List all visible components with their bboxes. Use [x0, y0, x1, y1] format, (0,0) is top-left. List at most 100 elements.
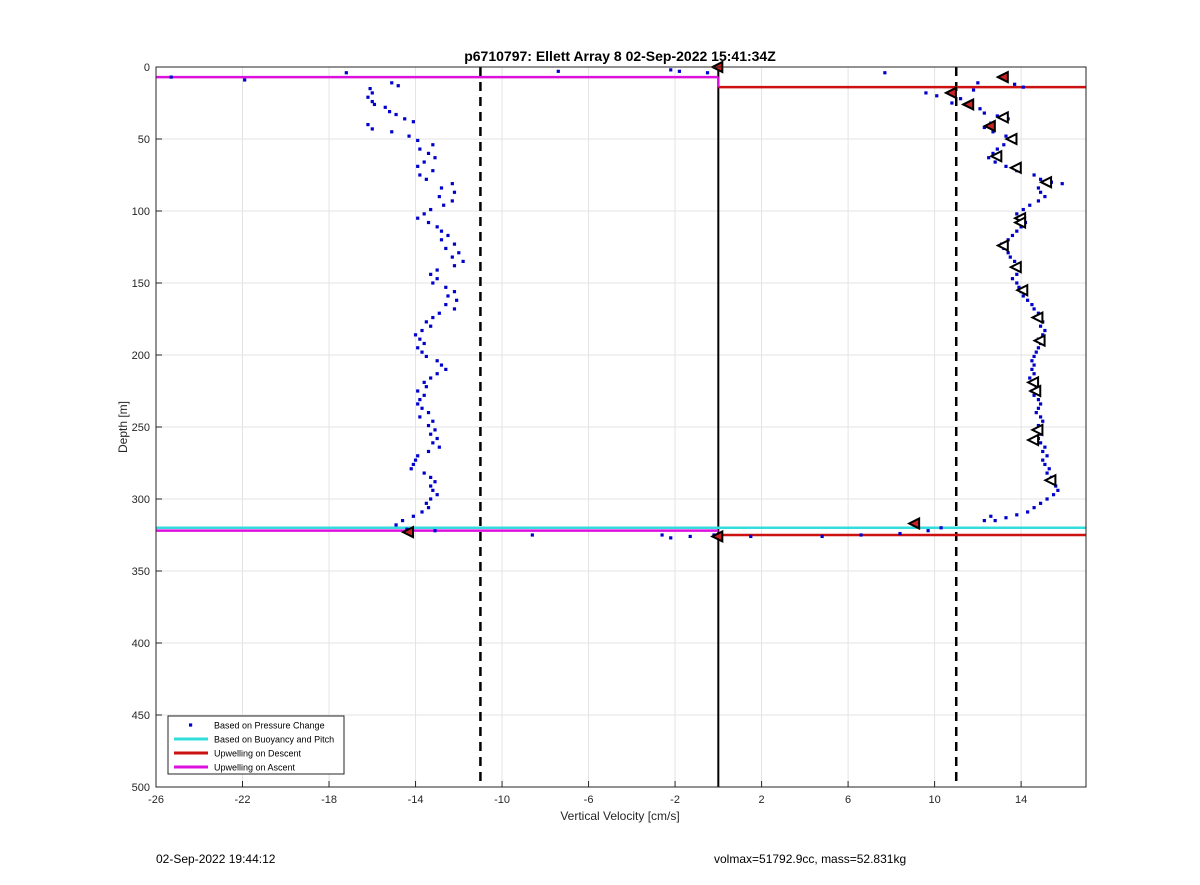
pressure-point [883, 71, 887, 75]
legend-entry: Based on Pressure Change [214, 721, 325, 731]
pressure-point [422, 160, 426, 164]
x-tick-label: -26 [148, 794, 164, 806]
pressure-point [420, 406, 424, 410]
pressure-point [1032, 173, 1036, 177]
open-triangle-marker [995, 110, 1009, 125]
pressure-point [1045, 454, 1049, 458]
pressure-point [243, 78, 247, 82]
pressure-point [372, 102, 377, 107]
open-triangle-marker [1015, 283, 1029, 297]
pressure-point [169, 75, 173, 79]
pressure-point [424, 320, 428, 324]
pressure-point [420, 350, 424, 354]
pressure-point [935, 94, 939, 98]
pressure-point [452, 290, 457, 294]
pressure-point [1056, 488, 1060, 492]
pressure-point [413, 458, 418, 462]
pressure-point [429, 324, 433, 328]
pressure-point [426, 411, 431, 415]
pressure-point [1043, 195, 1047, 199]
pressure-point [437, 195, 441, 199]
pressure-point [444, 246, 448, 251]
pressure-point [1043, 328, 1047, 333]
pressure-point [1043, 462, 1047, 467]
pressure-points [169, 68, 1064, 540]
pressure-point [1004, 164, 1008, 168]
pressure-point [989, 514, 993, 518]
pressure-point [446, 294, 450, 298]
open-triangle-marker [1030, 310, 1044, 325]
pressure-point [437, 311, 441, 315]
pressure-point [982, 519, 986, 523]
open-triangle-marker [1012, 215, 1027, 230]
grid-lines [155, 66, 1086, 788]
pressure-point [426, 151, 431, 155]
pressure-point [1013, 259, 1017, 263]
filled-triangle-marker [943, 86, 957, 100]
pressure-point [416, 402, 420, 406]
pressure-point [431, 315, 435, 320]
pressure-point [1038, 501, 1043, 505]
pressure-point [1010, 277, 1015, 281]
pressure-point [429, 432, 433, 436]
pressure-point [971, 88, 976, 92]
pressure-point [982, 111, 986, 115]
x-tick-label: -14 [408, 794, 424, 806]
pressure-point [387, 110, 392, 114]
filled-triangle-marker [982, 119, 996, 133]
open-triangle-marker [1008, 260, 1022, 274]
pressure-point [1032, 307, 1036, 311]
pressure-point [1021, 85, 1025, 89]
pressure-point [418, 173, 422, 177]
pressure-point [1036, 311, 1041, 315]
pressure-point [424, 354, 428, 359]
pressure-point [433, 529, 437, 533]
y-tick-label: 100 [132, 206, 150, 218]
pressure-point [366, 123, 370, 127]
pressure-point [444, 285, 448, 289]
pressure-point [1002, 143, 1006, 147]
y-tick-label: 500 [132, 782, 150, 794]
pressure-point [1017, 285, 1021, 289]
pressure-point [439, 186, 444, 190]
pressure-point [1036, 199, 1041, 203]
pressure-point [1028, 376, 1032, 380]
pressure-point [1051, 493, 1056, 497]
pressure-point [995, 114, 999, 118]
pressure-point [424, 385, 428, 389]
pressure-point [431, 441, 435, 445]
pressure-point [431, 169, 435, 173]
pressure-point [859, 533, 863, 537]
pressure-point [424, 501, 428, 505]
pressure-point [1038, 190, 1043, 194]
pressure-point [411, 120, 415, 124]
pressure-point [442, 203, 446, 207]
pressure-point [1010, 233, 1015, 238]
pressure-point [418, 415, 422, 419]
pressure-point [1030, 367, 1034, 371]
open-triangle-marker [995, 238, 1009, 253]
pressure-point [1041, 419, 1045, 423]
legend-entry: Upwelling on Descent [214, 749, 302, 759]
pressure-point [390, 81, 394, 85]
x-tick-label: -22 [235, 794, 251, 806]
y-tick-label: 50 [138, 134, 150, 146]
pressure-point [1038, 441, 1043, 445]
legend-entry: Upwelling on Ascent [214, 763, 296, 773]
pressure-point [433, 428, 437, 432]
y-tick-label: 300 [132, 494, 150, 506]
open-triangle-marker [1030, 423, 1044, 437]
pressure-point [1015, 229, 1019, 233]
x-tick-label: 6 [845, 794, 851, 806]
x-tick-label: 10 [928, 794, 940, 806]
pressure-point [416, 346, 420, 350]
legend: Based on Pressure Change Based on Buoyanc… [167, 715, 345, 775]
pressure-point [991, 130, 995, 134]
pressure-point [409, 467, 413, 471]
pressure-point [431, 281, 435, 285]
pressure-point [435, 436, 439, 441]
y-tick-label: 400 [132, 638, 150, 650]
x-tick-label: -18 [321, 794, 337, 806]
pressure-point [1045, 497, 1049, 501]
pressure-point [982, 125, 986, 130]
